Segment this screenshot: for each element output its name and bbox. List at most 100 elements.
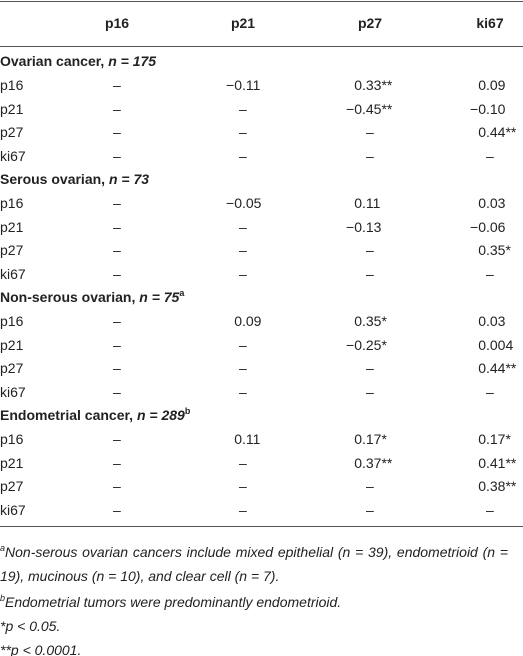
section-n: n = 75 — [139, 289, 180, 305]
section-name: Serous ovarian, — [0, 171, 106, 187]
section-title: Ovarian cancer, n = 175 — [0, 52, 156, 70]
cell: – — [113, 478, 121, 494]
cell: 0.09 — [234, 313, 262, 329]
section-note: a — [179, 288, 185, 298]
cell: – — [239, 147, 247, 164]
section-n: n = 175 — [108, 53, 157, 69]
footnote: bEndometrial tumors were predominantly e… — [0, 590, 508, 614]
footnote: *p < 0.05. — [0, 614, 508, 638]
cell: 0.17* — [478, 431, 511, 447]
row-label: ki67 — [0, 501, 26, 518]
footnote-text: **p < 0.0001. — [0, 642, 82, 656]
cell: – — [113, 360, 121, 376]
row-label: p21 — [0, 100, 24, 117]
section-name: Non-serous ovarian, — [0, 289, 136, 305]
cell: 0.03 — [478, 313, 506, 329]
cell: – — [239, 218, 247, 235]
section-name: Ovarian cancer, — [0, 53, 105, 69]
cell: 0.44** — [478, 360, 517, 376]
row-label: p27 — [0, 360, 24, 376]
cell: – — [113, 265, 121, 282]
cell: – — [366, 478, 374, 494]
cell: – — [486, 265, 494, 282]
cell: – — [239, 336, 247, 353]
footnote-marker: a — [0, 543, 6, 553]
cell: 0.44** — [478, 124, 517, 140]
cell: −0.06 — [470, 218, 506, 235]
cell: 0.004 — [478, 336, 514, 353]
section-title: Non-serous ovarian, n = 75a — [0, 288, 184, 306]
section-name: Endometrial cancer, — [0, 407, 134, 423]
cell: – — [239, 124, 247, 140]
cell: – — [366, 360, 374, 376]
cell: 0.11 — [234, 431, 261, 447]
cell: −0.05 — [226, 195, 262, 211]
row-label: p27 — [0, 478, 24, 494]
row-label: ki67 — [0, 265, 26, 282]
row-label: ki67 — [0, 383, 26, 400]
cell: – — [239, 501, 247, 518]
cell: – — [113, 383, 121, 400]
cell: – — [239, 242, 247, 258]
cell: – — [113, 501, 121, 518]
cell: – — [239, 360, 247, 376]
cell: −0.11 — [226, 77, 261, 93]
section-n: n = 73 — [108, 171, 150, 187]
footnote-text: *p < 0.05. — [0, 618, 61, 634]
cell: – — [113, 100, 121, 117]
cell: – — [366, 242, 374, 258]
column-header: p21 — [230, 15, 256, 31]
cell: – — [113, 454, 121, 471]
cell: – — [366, 124, 374, 140]
cell: 0.41** — [478, 454, 517, 471]
cell: −0.45** — [346, 100, 393, 117]
cell: – — [239, 100, 247, 117]
cell: – — [113, 124, 121, 140]
column-header: p16 — [104, 15, 130, 31]
cell: – — [366, 265, 374, 282]
header-rule — [0, 46, 523, 47]
cell: 0.03 — [478, 195, 506, 211]
section-note: b — [184, 406, 191, 416]
cell: – — [113, 336, 121, 353]
cell: 0.09 — [478, 77, 506, 93]
cell: – — [366, 383, 374, 400]
cell: – — [239, 383, 247, 400]
cell: 0.17* — [354, 431, 387, 447]
row-label: p21 — [0, 218, 24, 235]
cell: – — [486, 147, 494, 164]
column-header: ki67 — [476, 15, 504, 31]
row-label: p16 — [0, 313, 24, 329]
cell: – — [239, 478, 247, 494]
cell: −0.13 — [346, 218, 382, 235]
cell: – — [113, 77, 121, 93]
footnote-text: Endometrial tumors were predominantly en… — [5, 594, 342, 610]
row-label: ki67 — [0, 147, 26, 164]
cell: – — [113, 147, 121, 164]
footnote: **p < 0.0001. — [0, 638, 508, 656]
cell: 0.11 — [354, 195, 381, 211]
cell: 0.35* — [354, 313, 387, 329]
cell: – — [113, 242, 121, 258]
cell: 0.35* — [478, 242, 511, 258]
row-label: p16 — [0, 195, 24, 211]
column-header: p27 — [357, 15, 383, 31]
cell: – — [239, 265, 247, 282]
top-rule — [0, 1, 523, 2]
cell: – — [113, 218, 121, 235]
cell: −0.25* — [346, 336, 387, 353]
footnote-text: Non-serous ovarian cancers include mixed… — [0, 544, 508, 584]
cell: – — [486, 501, 494, 518]
cell: 0.38** — [478, 478, 517, 494]
footnote-marker: b — [0, 593, 6, 603]
cell: – — [113, 313, 121, 329]
cell: – — [239, 454, 247, 471]
row-label: p27 — [0, 242, 24, 258]
cell: −0.10 — [470, 100, 506, 117]
cell: – — [113, 195, 121, 211]
row-label: p27 — [0, 124, 24, 140]
cell: 0.37** — [354, 454, 393, 471]
row-label: p16 — [0, 77, 24, 93]
section-title: Endometrial cancer, n = 289b — [0, 406, 190, 424]
